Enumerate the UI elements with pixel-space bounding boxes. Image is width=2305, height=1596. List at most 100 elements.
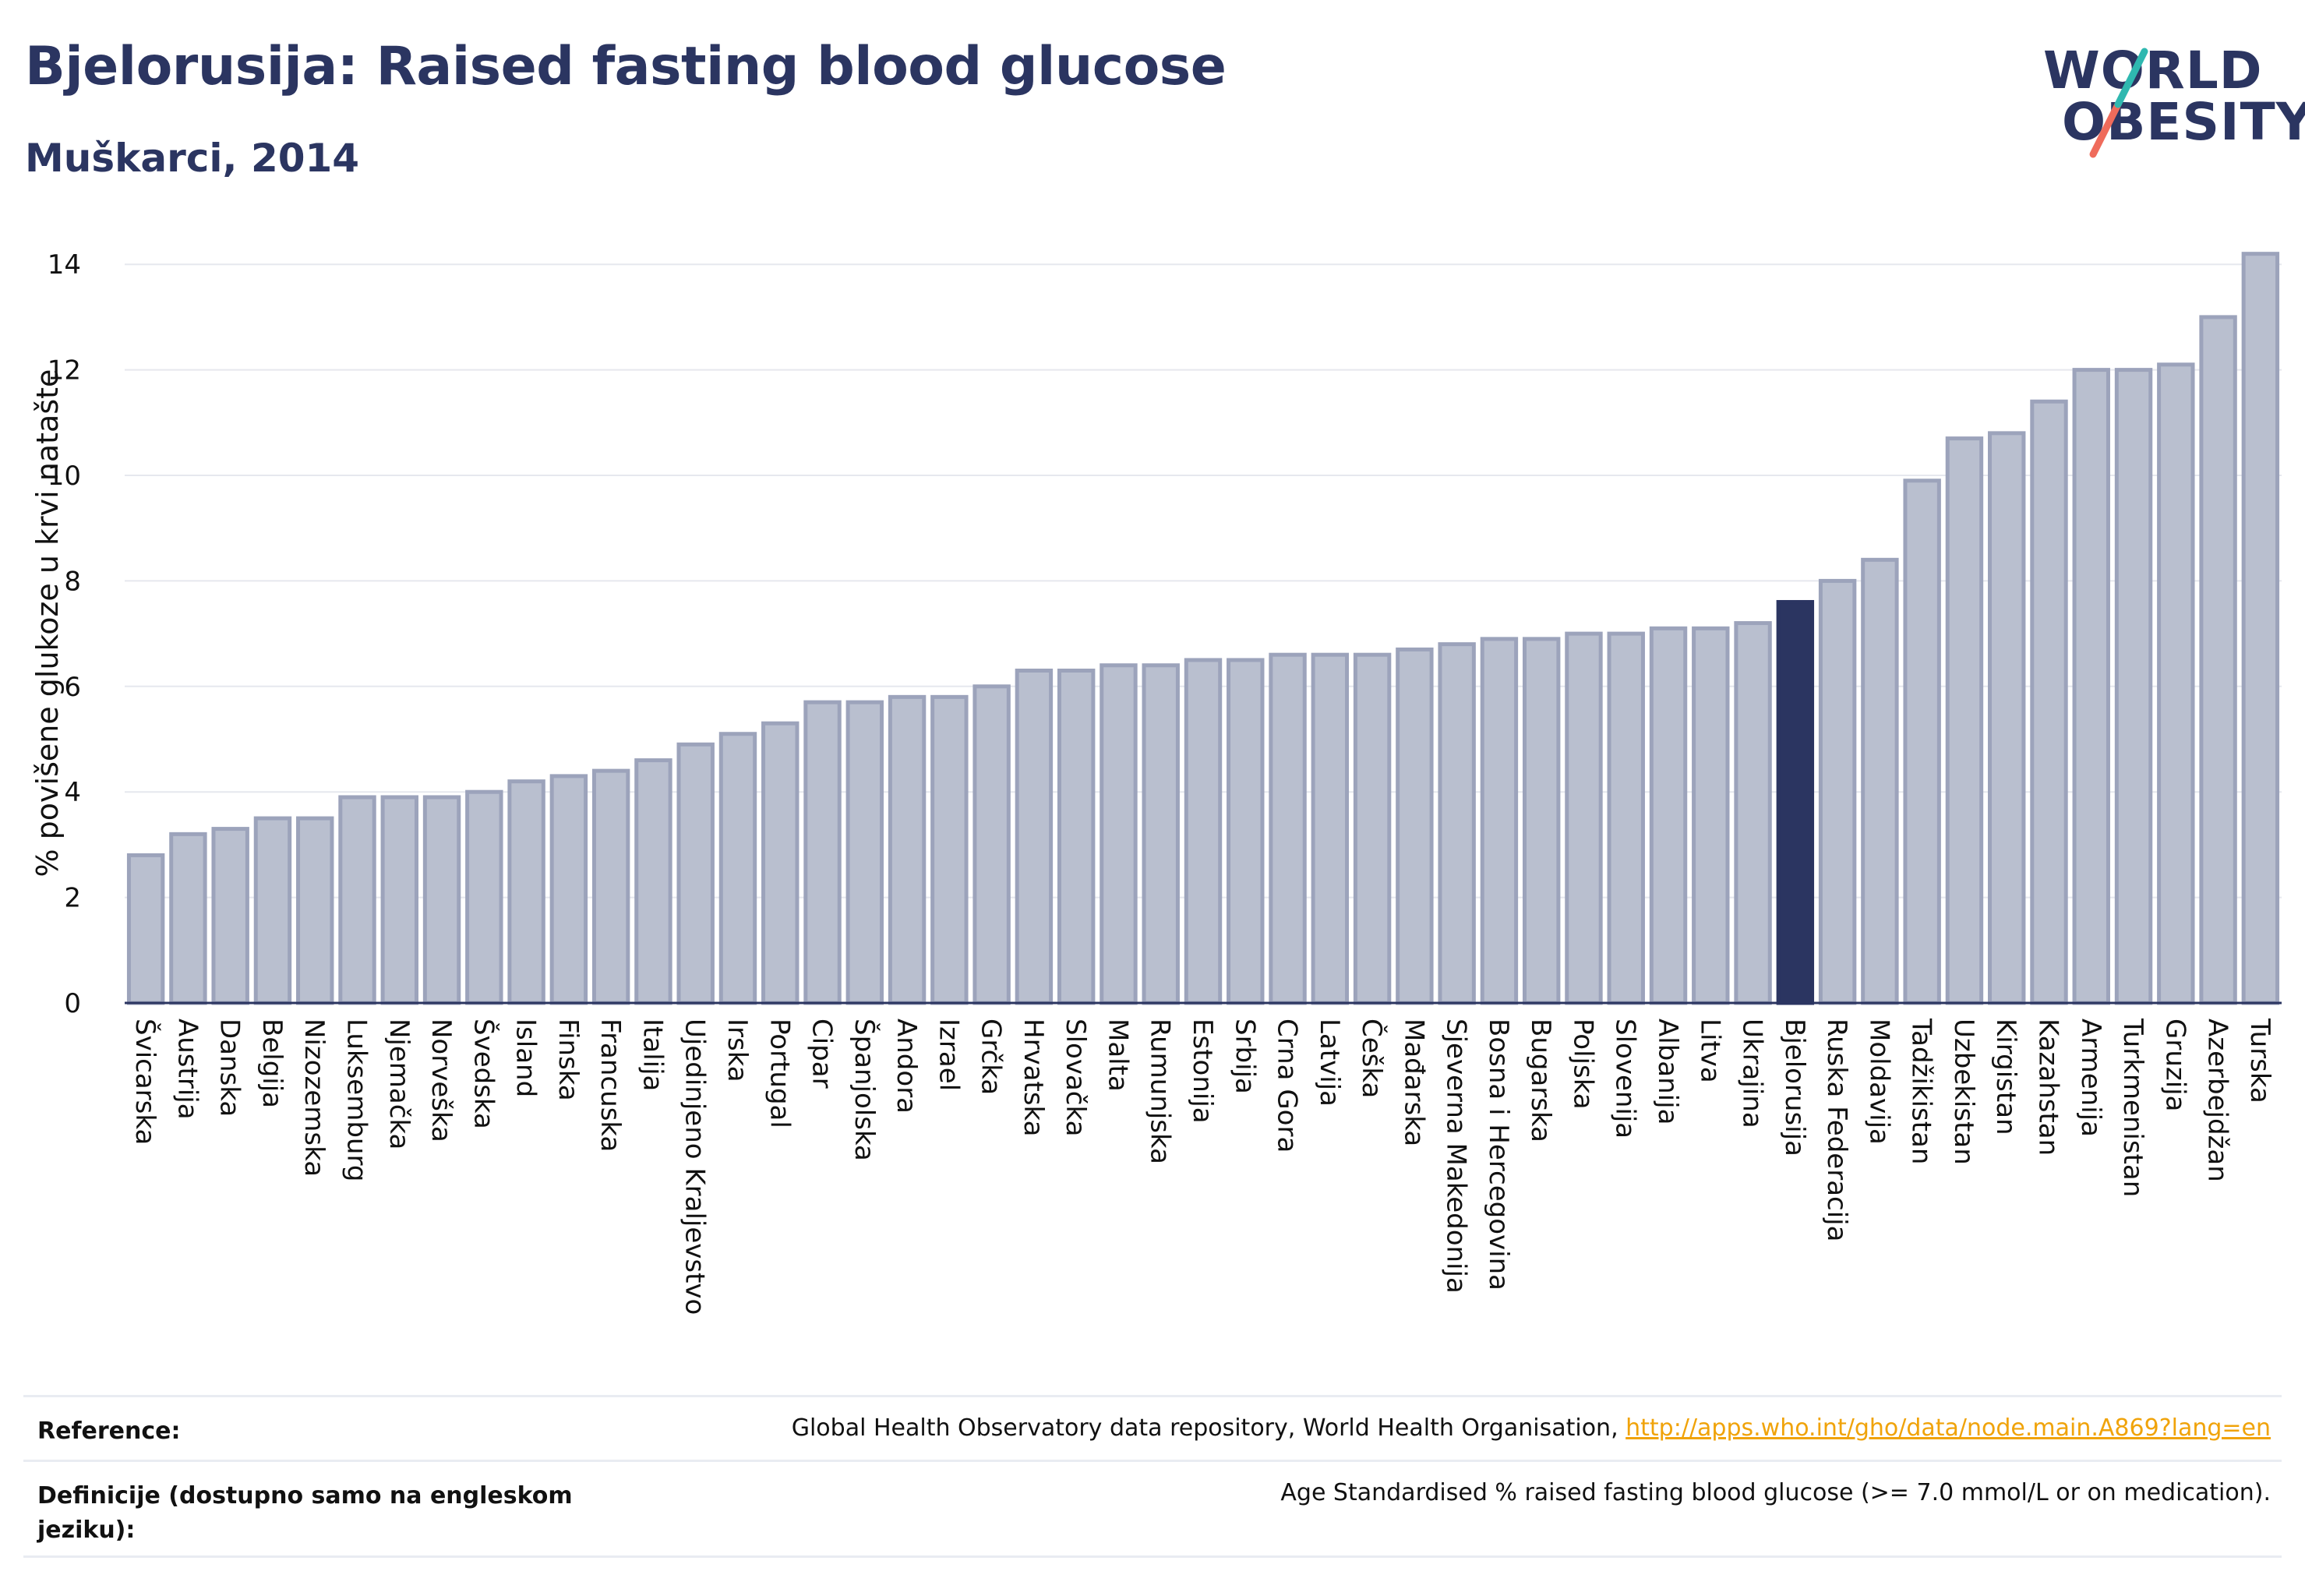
x-tick-label: Moldavija bbox=[1863, 1019, 1894, 1145]
y-tick-label: 0 bbox=[64, 988, 81, 1019]
bar bbox=[803, 700, 842, 1005]
x-tick-label: Švedska bbox=[468, 1019, 499, 1129]
x-tick-label: Ujedinjeno Kraljevstvo bbox=[679, 1019, 711, 1315]
x-tick-label: Francuska bbox=[595, 1019, 626, 1152]
bar bbox=[1692, 626, 1730, 1005]
bar bbox=[1480, 637, 1519, 1005]
bar bbox=[888, 694, 927, 1005]
x-tick-label: Cipar bbox=[807, 1019, 838, 1089]
reference-row: Reference: Global Health Observatory dat… bbox=[23, 1395, 2282, 1460]
reference-text: Global Health Observatory data repositor… bbox=[791, 1414, 1626, 1442]
x-tick-label: Malta bbox=[1102, 1019, 1133, 1092]
bar bbox=[507, 779, 545, 1005]
x-tick-label: Italija bbox=[637, 1019, 668, 1091]
bar bbox=[972, 684, 1011, 1005]
x-tick-label: Latvija bbox=[1314, 1019, 1345, 1107]
x-tick-label: Azerbejdžan bbox=[2202, 1019, 2233, 1182]
x-tick-label: Norveška bbox=[425, 1019, 457, 1142]
bar bbox=[338, 795, 376, 1005]
x-tick-label: Danska bbox=[214, 1019, 245, 1117]
y-tick-label: 8 bbox=[64, 566, 81, 597]
bar bbox=[1142, 663, 1180, 1005]
bar bbox=[1649, 626, 1688, 1005]
y-tick-label: 2 bbox=[64, 883, 81, 914]
reference-table: Reference: Global Health Observatory dat… bbox=[23, 1395, 2282, 1558]
definition-row: Definicije (dostupno samo na engleskom j… bbox=[23, 1460, 2282, 1558]
x-tick-label: Kirgistan bbox=[1990, 1019, 2021, 1135]
x-tick-label: Ruska Federacija bbox=[1821, 1019, 1852, 1241]
definition-value: Age Standardised % raised fasting blood … bbox=[1280, 1479, 2271, 1506]
y-tick-label: 10 bbox=[48, 461, 81, 492]
bar bbox=[380, 795, 418, 1005]
bar bbox=[1945, 436, 1984, 1005]
x-tick-label: Rumunjska bbox=[1145, 1019, 1176, 1164]
reference-link[interactable]: http://apps.who.int/gho/data/node.main.A… bbox=[1626, 1414, 2271, 1442]
bar bbox=[169, 832, 207, 1005]
reference-label: Reference: bbox=[37, 1418, 181, 1445]
bar bbox=[1607, 631, 1645, 1005]
bar bbox=[1353, 652, 1392, 1005]
bar bbox=[845, 700, 884, 1005]
bar bbox=[296, 816, 334, 1005]
bar bbox=[1734, 621, 1772, 1005]
bar bbox=[1988, 431, 2026, 1005]
x-tick-label: Finska bbox=[552, 1019, 584, 1101]
bar bbox=[1903, 478, 1941, 1005]
x-tick-label: Island bbox=[510, 1019, 542, 1097]
x-tick-label: Belgija bbox=[256, 1019, 288, 1108]
x-tick-label: Portugal bbox=[764, 1019, 795, 1128]
definition-label: Definicije (dostupno samo na engleskom j… bbox=[37, 1482, 573, 1544]
logo-line-1: WORLD bbox=[2043, 41, 2263, 101]
world-obesity-logo: WORLD OBESITY bbox=[2034, 23, 2305, 164]
x-tick-label: Kazahstan bbox=[2032, 1019, 2063, 1156]
bar bbox=[1184, 658, 1223, 1005]
x-tick-label: Mađarska bbox=[1398, 1019, 1429, 1146]
bar bbox=[1100, 663, 1138, 1005]
x-tick-label: Irska bbox=[722, 1019, 753, 1082]
bar bbox=[549, 774, 588, 1005]
bar bbox=[253, 816, 292, 1005]
bar bbox=[211, 827, 249, 1005]
x-tick-label: Turkmenistan bbox=[2117, 1018, 2148, 1197]
bar bbox=[1227, 658, 1265, 1005]
bar bbox=[1522, 637, 1561, 1005]
bar bbox=[676, 742, 715, 1005]
reference-value: Global Health Observatory data repositor… bbox=[792, 1414, 2271, 1442]
x-tick-label: Hrvatska bbox=[1018, 1019, 1049, 1136]
bar bbox=[126, 853, 165, 1005]
logo-slash-icon bbox=[2089, 48, 2148, 158]
x-tick-label: Turska bbox=[2244, 1018, 2275, 1103]
x-tick-label: Gruzija bbox=[2159, 1019, 2190, 1111]
x-tick-label: Švicarska bbox=[129, 1019, 161, 1145]
y-tick-label: 6 bbox=[64, 672, 81, 703]
x-tick-label: Crna Gora bbox=[1272, 1019, 1303, 1153]
y-tick-label: 12 bbox=[48, 355, 81, 387]
bar bbox=[1818, 578, 1857, 1005]
bar bbox=[2030, 399, 2068, 1005]
x-tick-label: Andora bbox=[891, 1019, 922, 1114]
bar bbox=[1015, 668, 1054, 1005]
x-tick-label: Armenija bbox=[2075, 1019, 2106, 1137]
bar bbox=[1057, 668, 1096, 1005]
bar bbox=[1311, 652, 1350, 1005]
bar bbox=[930, 694, 969, 1005]
bar-chart: 0 2 4 6 8 10 12 14 % povišene glukoze u krvi nat… bbox=[30, 249, 2282, 1315]
bar bbox=[1861, 557, 1899, 1005]
x-tick-label: Luksemburg bbox=[341, 1019, 372, 1181]
x-tick-label: Albanija bbox=[1652, 1019, 1683, 1125]
x-tick-label: Bugarska bbox=[1525, 1019, 1556, 1142]
y-tick-label: 4 bbox=[64, 777, 81, 808]
x-tick-label: Češka bbox=[1356, 1019, 1388, 1098]
x-tick-label: Bosna i Hercegovina bbox=[1483, 1019, 1514, 1291]
bar bbox=[2114, 368, 2153, 1005]
bar bbox=[2199, 315, 2237, 1005]
bar bbox=[591, 768, 630, 1005]
y-axis-label: % povišene glukoze u krvi natašte bbox=[30, 369, 65, 877]
chart-subtitle: Muškarci, 2014 bbox=[25, 136, 360, 181]
bar bbox=[465, 789, 503, 1005]
bar bbox=[2072, 368, 2110, 1005]
x-tick-label: Tadžikistan bbox=[1906, 1018, 1937, 1164]
bar bbox=[1438, 642, 1476, 1005]
x-tick-label: Slovenija bbox=[1610, 1019, 1641, 1139]
x-tick-label: Grčka bbox=[976, 1019, 1007, 1095]
